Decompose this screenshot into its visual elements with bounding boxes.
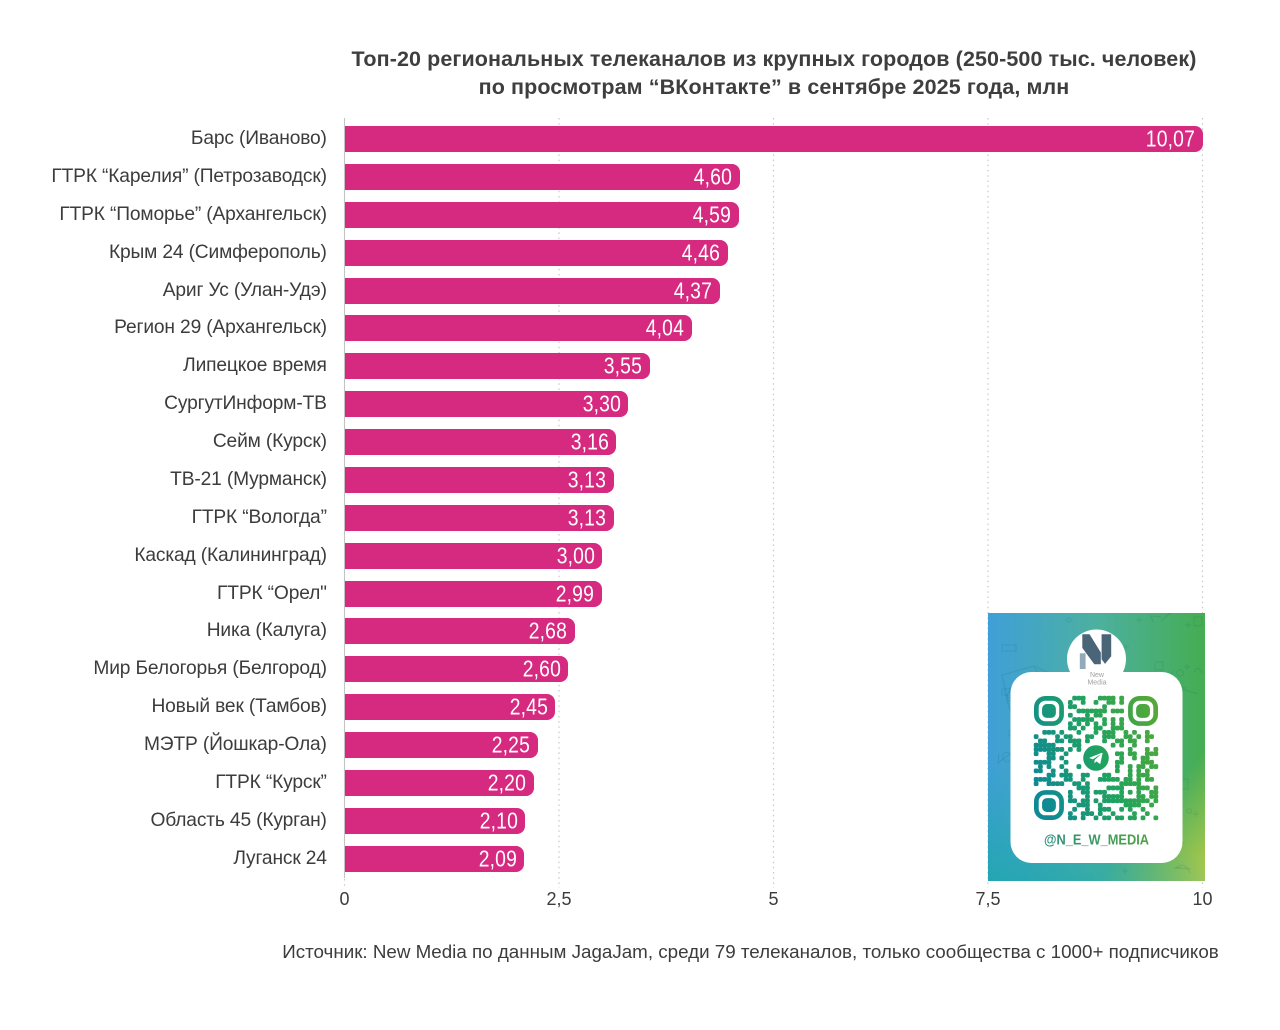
svg-text:Media: Media xyxy=(1087,679,1106,686)
svg-text:New: New xyxy=(1090,672,1105,679)
svg-text:@N_E_W_MEDIA: @N_E_W_MEDIA xyxy=(1044,831,1149,848)
